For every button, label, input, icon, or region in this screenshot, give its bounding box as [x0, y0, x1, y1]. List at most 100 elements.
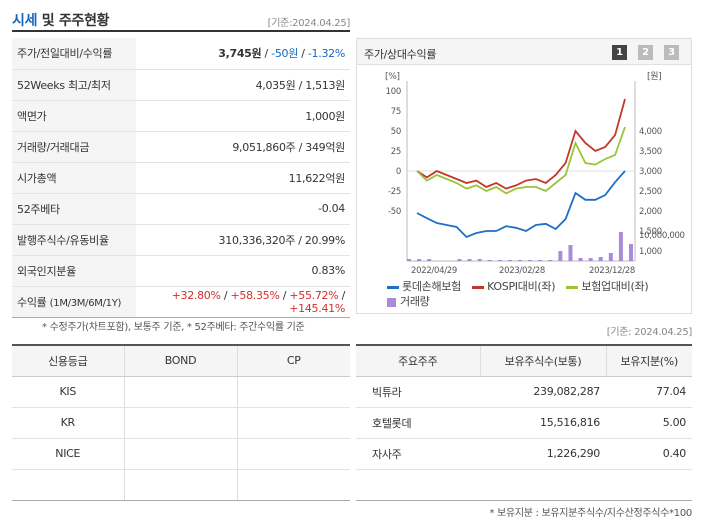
holder-name: 빅튜라 [356, 376, 480, 407]
right-tick-label: 3,500 [639, 147, 662, 157]
left-tick-label: -50 [388, 207, 401, 217]
table-row: 액면가 1,000원 [12, 100, 350, 131]
legend-swatch-insurance [566, 286, 578, 289]
chart-page-2-button[interactable]: 2 [638, 45, 653, 60]
volume-bar [548, 260, 552, 261]
credit-bond [124, 407, 237, 438]
table-row: 주가/전일대비/수익률 3,745원 / -50원 / -1.32% [12, 38, 350, 69]
chart-title: 주가/상대수익률 [364, 46, 436, 62]
table-row: 호텔롯데 15,516,816 5.00 [356, 407, 692, 438]
kospi-relative-line [417, 99, 625, 189]
left-tick-labels: 100 75 50 25 0 -25 -50 [386, 87, 401, 217]
price-info-table: 주가/전일대비/수익률 3,745원 / -50원 / -1.32% 52Wee… [12, 38, 350, 318]
table-row: 거래량/거래대금 9,051,860주 / 349억원 [12, 131, 350, 162]
right-tick-label: 2,000 [639, 207, 662, 217]
credit-rating-table: 신용등급 BOND CP KIS KR NICE [12, 344, 350, 501]
credit-cp [237, 376, 350, 407]
volume-bar [468, 259, 472, 261]
credit-header-cp: CP [237, 345, 350, 376]
w52-value: 4,035원 / 1,513원 [136, 69, 350, 100]
table-row [12, 469, 350, 500]
volume-bar [558, 251, 562, 261]
volume-bar [609, 253, 613, 261]
legend-swatch-kospi [472, 286, 484, 289]
credit-agency: NICE [12, 438, 124, 469]
holders-footnote: * 보유지분 : 보유지분주식수/지수산정주식수*100 [489, 504, 692, 519]
shares-value: 310,336,320주 / 20.99% [136, 224, 350, 255]
table-row: 52주베타 -0.04 [12, 193, 350, 224]
legend-stock: 롯데손해보험 [387, 279, 461, 294]
volume-bar [579, 258, 583, 261]
beta-label: 52주베타 [12, 193, 136, 224]
par-label: 액면가 [12, 100, 136, 131]
holders-header-name: 주요주주 [356, 345, 480, 376]
legend-kospi: KOSPI대비(좌) [472, 279, 555, 294]
holder-ratio: 5.00 [606, 407, 692, 438]
stock-line [417, 171, 625, 237]
credit-agency [12, 469, 124, 500]
volume-bar [478, 259, 482, 261]
return-label: 수익률 (1M/3M/6M/1Y) [12, 286, 136, 317]
holder-ratio: 77.04 [606, 376, 692, 407]
table-row: 외국인지분율 0.83% [12, 255, 350, 286]
w52-label: 52Weeks 최고/최저 [12, 69, 136, 100]
credit-bond [124, 376, 237, 407]
chart-legend: 롯데손해보험 KOSPI대비(좌) 보험업대비(좌) 거래량 [387, 279, 687, 309]
table-row: 시가총액 11,622억원 [12, 162, 350, 193]
info-footnote: * 수정주가(차트포함), 보통주 기준, * 52주베타: 주간수익률 기준 [42, 318, 304, 333]
shares-label: 발행주식수/유동비율 [12, 224, 136, 255]
volume-bar [629, 244, 633, 261]
holders-header-ratio: 보유지분(%) [606, 345, 692, 376]
price-label: 주가/전일대비/수익률 [12, 38, 136, 69]
table-row: NICE [12, 438, 350, 469]
section-title: 시세 및 주주현황 [12, 10, 109, 30]
chart-page-3-button[interactable]: 3 [664, 45, 679, 60]
right-tick-label: 4,000 [639, 127, 662, 137]
volume-bar [508, 260, 512, 261]
table-row: 발행주식수/유동비율 310,336,320주 / 20.99% [12, 224, 350, 255]
price-value: 3,745원 / -50원 / -1.32% [136, 38, 350, 69]
volume-tick-label: 10,000,000 [639, 231, 685, 241]
credit-cp [237, 438, 350, 469]
table-row: 수익률 (1M/3M/6M/1Y) +32.80% / +58.35% / +5… [12, 286, 350, 317]
holder-ratio: 0.40 [606, 438, 692, 469]
series-lines [417, 99, 625, 237]
table-row: 52Weeks 최고/최저 4,035원 / 1,513원 [12, 69, 350, 100]
credit-cp [237, 469, 350, 500]
table-row: KIS [12, 376, 350, 407]
left-tick-label: -25 [388, 187, 401, 197]
volume-bar [488, 260, 492, 261]
volume-bar [417, 259, 421, 261]
holders-header-shares: 보유주식수(보통) [480, 345, 606, 376]
credit-bond [124, 438, 237, 469]
x-tick-label: 2023/02/28 [499, 266, 545, 276]
legend-volume: 거래량 [387, 294, 429, 309]
left-tick-label: 0 [396, 167, 401, 177]
major-shareholders-table: 주요주주 보유주식수(보통) 보유지분(%) 빅튜라 239,082,287 7… [356, 344, 692, 501]
right-tick-label: 1,000 [639, 247, 662, 257]
volume-bar [568, 245, 572, 261]
table-header-row: 주요주주 보유주식수(보통) 보유지분(%) [356, 345, 692, 376]
left-axis-unit: [%] [385, 72, 400, 82]
x-tick-label: 2023/12/28 [589, 266, 635, 276]
volume-bar [538, 260, 542, 261]
volume-bars [407, 232, 633, 261]
right-tick-label: 3,000 [639, 167, 662, 177]
holder-shares: 1,226,290 [480, 438, 606, 469]
credit-bond [124, 469, 237, 500]
table-row: 자사주 1,226,290 0.40 [356, 438, 692, 469]
holders-base-date: [기준: 2024.04.25] [607, 323, 692, 338]
credit-agency: KIS [12, 376, 124, 407]
volume-bar [407, 259, 411, 261]
volume-value: 9,051,860주 / 349억원 [136, 131, 350, 162]
beta-value: -0.04 [136, 193, 350, 224]
credit-agency: KR [12, 407, 124, 438]
volume-bar [619, 232, 623, 261]
left-tick-label: 75 [391, 107, 401, 117]
chart-page-1-button[interactable]: 1 [612, 45, 627, 60]
table-row: KR [12, 407, 350, 438]
legend-insurance: 보험업대비(좌) [566, 279, 648, 294]
chart-svg: [%] [원] 100 75 50 25 0 -25 -50 4,000 3,500 3,000… [357, 65, 691, 279]
par-value: 1,000원 [136, 100, 350, 131]
table-row [356, 469, 692, 500]
